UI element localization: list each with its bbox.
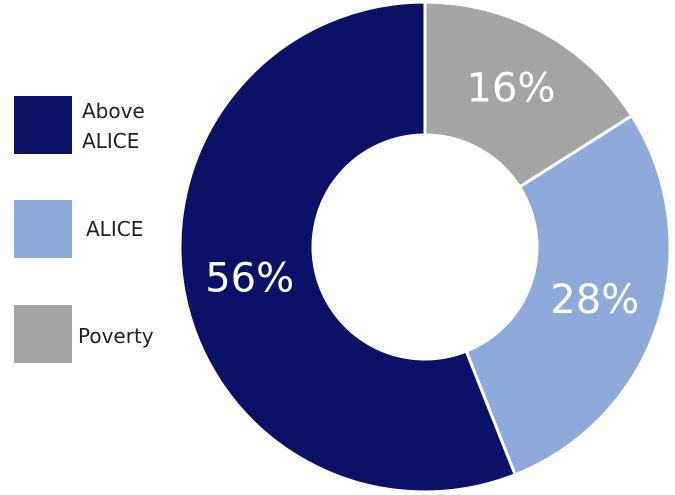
slice-alice: [464, 113, 672, 477]
legend-swatch-alice: [14, 200, 72, 258]
legend-label-above-alice: Above ALICE: [82, 99, 145, 153]
legend-swatch-poverty: [14, 305, 72, 363]
legend-label-poverty: Poverty: [78, 324, 154, 348]
slice-label-alice: 28%: [550, 277, 639, 323]
slice-label-poverty: 16%: [467, 66, 556, 112]
legend-label-alice: ALICE: [86, 217, 144, 241]
legend-item-poverty: Poverty: [14, 305, 214, 365]
slice-label-above-alice: 56%: [205, 255, 294, 301]
slice-poverty: [423, 0, 634, 190]
legend-item-above-alice: Above ALICE: [14, 96, 214, 156]
legend-swatch-above-alice: [14, 96, 72, 154]
slice-above-alice: [178, 0, 518, 494]
legend-item-alice: ALICE: [14, 200, 214, 260]
